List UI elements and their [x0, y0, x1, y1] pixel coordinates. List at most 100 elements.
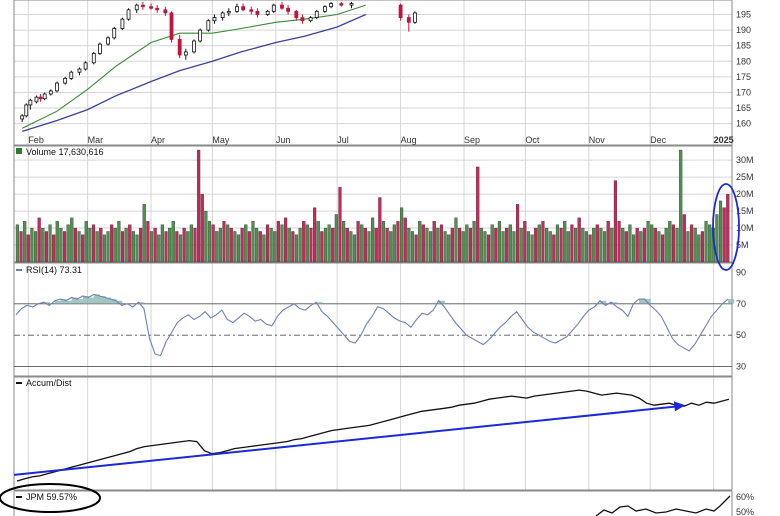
volume-bar-142 [530, 234, 534, 263]
volume-bar-105 [396, 221, 400, 263]
volume-bar-70 [269, 227, 273, 263]
candle-body-43 [314, 10, 319, 18]
candle-body-6 [48, 90, 53, 95]
candle-body-49 [406, 17, 411, 23]
accum-dist-line-group [16, 389, 730, 482]
volume-bar-145 [541, 221, 545, 263]
volume-bar-75 [287, 227, 291, 263]
volume-bar-143 [534, 227, 538, 263]
candle-body-34 [249, 9, 254, 12]
volume-bar-24 [102, 234, 106, 263]
month-label-2: Apr [151, 135, 165, 145]
price-tick-0: 160 [736, 119, 751, 129]
volume-bar-144 [537, 224, 541, 263]
volume-bar-51 [200, 193, 204, 263]
volume-bar-19 [84, 221, 88, 263]
volume-bar-155 [577, 217, 581, 263]
volume-bar-40 [160, 224, 164, 263]
volume-bar-28 [117, 221, 121, 263]
volume-bar-16 [73, 227, 77, 263]
candle-body-47 [349, 3, 354, 6]
volume-bar-57 [222, 221, 226, 263]
month-label-1: Mar [88, 135, 104, 145]
candle-body-41 [300, 17, 305, 22]
volume-bar-185 [686, 231, 690, 263]
volume-bar-23 [99, 227, 103, 263]
ad-trendline-arrow [13, 405, 678, 476]
month-label-11: 2025 [714, 135, 734, 145]
volume-bar-111 [418, 221, 422, 263]
volume-bar-79 [302, 221, 306, 263]
volume-bar-82 [313, 207, 317, 263]
volume-bar-162 [602, 231, 607, 263]
volume-bar-66 [255, 227, 259, 263]
volume-bar-33 [135, 234, 139, 263]
vol-tick-0: 5M [736, 240, 749, 250]
volume-bar-190 [704, 221, 708, 263]
rsi-line [15, 293, 729, 357]
volume-bar-20 [88, 227, 92, 263]
volume-bar-173 [642, 227, 646, 263]
volume-bar-34 [139, 227, 143, 263]
volume-bar-15 [70, 217, 74, 263]
volume-bar-44 [175, 231, 179, 263]
volume-bar-167 [621, 227, 625, 263]
volume-bar-139 [519, 227, 523, 263]
volume-panel-label: Volume 17,630,616 [26, 147, 104, 157]
candle-body-4 [38, 96, 43, 100]
volume-bar-68 [262, 234, 266, 263]
month-label-5: Jul [337, 135, 349, 145]
candle-body-16 [120, 18, 125, 29]
volume-bar-90 [342, 221, 346, 263]
month-label-9: Nov [589, 135, 606, 145]
volume-bar-64 [247, 231, 251, 263]
volume-bar-54 [211, 224, 215, 263]
volume-bar-77 [294, 234, 299, 263]
volume-bar-39 [157, 234, 161, 263]
candle-body-26 [192, 40, 196, 53]
volume-bar-138 [516, 204, 520, 263]
volume-bar-132 [494, 227, 498, 263]
ad-trendline-arrowhead [673, 401, 686, 412]
candle-body-17 [126, 9, 131, 20]
volume-bar-176 [653, 227, 657, 263]
vol-tick-3: 20M [736, 189, 754, 199]
volume-bar-131 [490, 224, 494, 263]
month-label-3: May [212, 135, 230, 145]
volume-bar-195 [722, 207, 726, 263]
volume-bar-99 [374, 227, 378, 263]
volume-bar-182 [675, 227, 679, 263]
volume-bar-127 [476, 166, 480, 263]
volume-bar-65 [251, 221, 255, 263]
volume-bar-107 [403, 217, 407, 263]
volume-bar-84 [320, 231, 324, 263]
volume-bar-117 [439, 224, 444, 263]
volume-bar-10 [52, 234, 56, 263]
volume-bar-96 [363, 227, 367, 263]
volume-bar-67 [258, 231, 262, 263]
volume-bar-168 [624, 231, 628, 263]
volume-bar-172 [639, 231, 643, 263]
volume-bars [15, 149, 730, 263]
volume-bar-118 [443, 231, 447, 263]
volume-bar-160 [595, 224, 599, 263]
candle-body-11 [83, 62, 88, 70]
rsi-tick-1: 50 [736, 330, 746, 340]
volume-bar-149 [555, 224, 560, 263]
volume-bar-1 [19, 231, 23, 263]
volume-bar-22 [95, 231, 99, 263]
candle-body-31 [226, 10, 231, 14]
volume-bar-21 [91, 224, 96, 263]
volume-bar-129 [483, 231, 487, 263]
volume-bar-85 [323, 227, 328, 263]
volume-bar-36 [146, 221, 150, 263]
volume-bar-50 [197, 149, 201, 263]
candle-body-22 [163, 9, 168, 14]
volume-bar-133 [497, 221, 502, 263]
volume-bar-169 [628, 224, 632, 263]
candle-body-19 [140, 4, 145, 8]
volume-bar-13 [62, 231, 67, 263]
volume-bar-88 [334, 214, 338, 263]
price-candles [20, 2, 417, 123]
volume-bar-125 [468, 227, 473, 263]
